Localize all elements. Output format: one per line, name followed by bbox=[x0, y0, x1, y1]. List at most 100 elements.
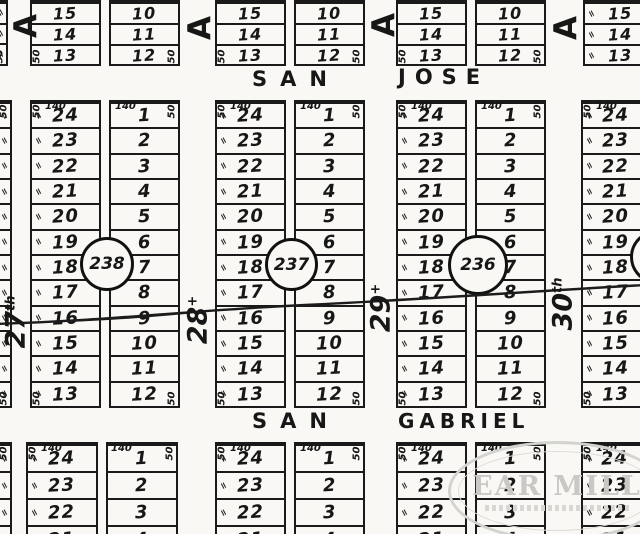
lot-cell bbox=[0, 228, 10, 254]
lot-number: 21 bbox=[600, 528, 628, 534]
lot-cell: 15 bbox=[32, 2, 99, 24]
lot-number: 12 bbox=[316, 45, 343, 66]
lot-cell: 22 bbox=[217, 152, 284, 178]
lot-dim-width: 50 bbox=[216, 391, 228, 406]
lot-cell: 8 bbox=[111, 279, 178, 304]
lot-number: 9 bbox=[137, 307, 152, 330]
lot-number: 21 bbox=[48, 528, 76, 534]
lot-cell: 14 bbox=[217, 355, 284, 380]
lot-cell: 10 bbox=[477, 2, 544, 24]
lot-cell: 4 bbox=[111, 177, 178, 203]
lot-cell: 5 bbox=[477, 203, 544, 228]
lot-dim-width: 50 bbox=[351, 446, 363, 461]
lot-cell: 20 bbox=[398, 203, 465, 228]
lot-cell: 16 bbox=[32, 304, 99, 330]
lot-cell: 7 bbox=[477, 253, 544, 279]
lot-cell: 21 bbox=[398, 525, 465, 534]
lot-number: 21 bbox=[417, 180, 446, 203]
lot-number: 18 bbox=[601, 256, 631, 279]
lot-cell: 12 bbox=[296, 44, 363, 66]
lot-column-west: 24 23 22 21 bbox=[26, 442, 98, 534]
lot-number: 17 bbox=[236, 281, 265, 305]
lot-dim-depth: 140 bbox=[596, 443, 617, 454]
lot-number: 22 bbox=[47, 501, 77, 524]
lot-cell: 18 bbox=[32, 253, 99, 279]
lot-number: 6 bbox=[322, 231, 337, 254]
lot-number: 14 bbox=[417, 357, 446, 381]
lot-cell: 23 bbox=[32, 127, 99, 152]
lot-cell: 5 bbox=[296, 203, 363, 228]
lot-cell: 3 bbox=[111, 152, 178, 178]
lot-cell: 14 bbox=[585, 23, 640, 45]
lot-dim-width: 50 bbox=[216, 104, 228, 119]
lot-number: 17 bbox=[417, 281, 446, 305]
street-label-jose: JOSE bbox=[398, 65, 490, 89]
lot-cell bbox=[0, 355, 10, 380]
lot-cell: 23 bbox=[583, 127, 640, 152]
lot-number: 12 bbox=[130, 383, 159, 406]
street-label-30th: 30th bbox=[548, 277, 579, 330]
lot-cell bbox=[0, 444, 10, 471]
lot-cell: 23 bbox=[398, 127, 465, 152]
lot-cell: 3 bbox=[296, 498, 363, 525]
lot-cell bbox=[0, 525, 10, 534]
street-label-28th: 28+ bbox=[183, 296, 214, 344]
lot-number: 23 bbox=[236, 474, 265, 497]
lot-column-partial bbox=[0, 442, 12, 534]
lot-dim-width: 50 bbox=[0, 446, 10, 461]
lot-number: 22 bbox=[236, 501, 265, 524]
lot-number: 1 bbox=[503, 447, 518, 470]
lot-cell: 12 bbox=[296, 380, 363, 406]
lot-number: 1 bbox=[134, 447, 150, 470]
lot-number: 15 bbox=[417, 332, 446, 355]
lot-number: 15 bbox=[601, 332, 631, 355]
lot-cell: 11 bbox=[296, 23, 363, 45]
lot-number: 20 bbox=[51, 205, 80, 229]
lot-cell: 12 bbox=[111, 380, 178, 406]
lot-cell: 1 bbox=[296, 444, 363, 471]
street-suffix: + bbox=[368, 283, 384, 295]
street-label-29th: 29+ bbox=[366, 284, 397, 332]
lot-number: 15 bbox=[607, 3, 634, 24]
lot-number: 1 bbox=[322, 104, 337, 127]
lot-cell: 19 bbox=[217, 228, 284, 254]
lot-cell: 17 bbox=[398, 279, 465, 304]
lot-dim-depth: 140 bbox=[596, 101, 617, 112]
lot-number: 15 bbox=[52, 3, 79, 24]
lot-cell bbox=[0, 177, 10, 203]
lot-cell: 20 bbox=[217, 203, 284, 228]
corner-letter-a-3: A bbox=[366, 13, 402, 37]
lot-cell: 4 bbox=[477, 525, 544, 534]
lot-dim-width: 50 bbox=[397, 446, 409, 461]
lot-number: 3 bbox=[137, 155, 152, 178]
lot-cell: 22 bbox=[28, 498, 96, 525]
block-number-circle-238: 238 bbox=[80, 237, 134, 291]
lot-number: 23 bbox=[600, 474, 629, 497]
lot-dim-width: 50 bbox=[582, 446, 594, 461]
lot-cell bbox=[0, 127, 10, 152]
lot-column-east: 10 11 12 bbox=[294, 0, 365, 66]
lot-number: 6 bbox=[137, 231, 152, 254]
lot-cell: 5 bbox=[111, 203, 178, 228]
lot-cell: 2 bbox=[111, 127, 178, 152]
lot-number: 2 bbox=[322, 474, 337, 497]
lot-number: 9 bbox=[322, 307, 337, 330]
lot-dim-width: 50 bbox=[397, 49, 409, 64]
lot-cell: 13 bbox=[32, 380, 99, 406]
lot-cell: 17 bbox=[217, 279, 284, 304]
lot-cell: 12 bbox=[477, 380, 544, 406]
lot-dim-width: 50 bbox=[532, 49, 544, 64]
lot-cell: 15 bbox=[217, 2, 284, 24]
lot-number: 16 bbox=[236, 307, 265, 330]
street-number: 30 bbox=[547, 292, 579, 331]
lot-cell: 17 bbox=[32, 279, 99, 304]
block-number-circle-236: 236 bbox=[448, 235, 508, 295]
lot-cell bbox=[0, 203, 10, 228]
lot-number: 13 bbox=[52, 45, 79, 66]
lot-number: 21 bbox=[51, 180, 80, 203]
lot-number: 20 bbox=[601, 205, 631, 229]
lot-number: 10 bbox=[496, 332, 525, 355]
lot-cell bbox=[0, 43, 6, 64]
lot-cell: 9 bbox=[296, 304, 363, 330]
